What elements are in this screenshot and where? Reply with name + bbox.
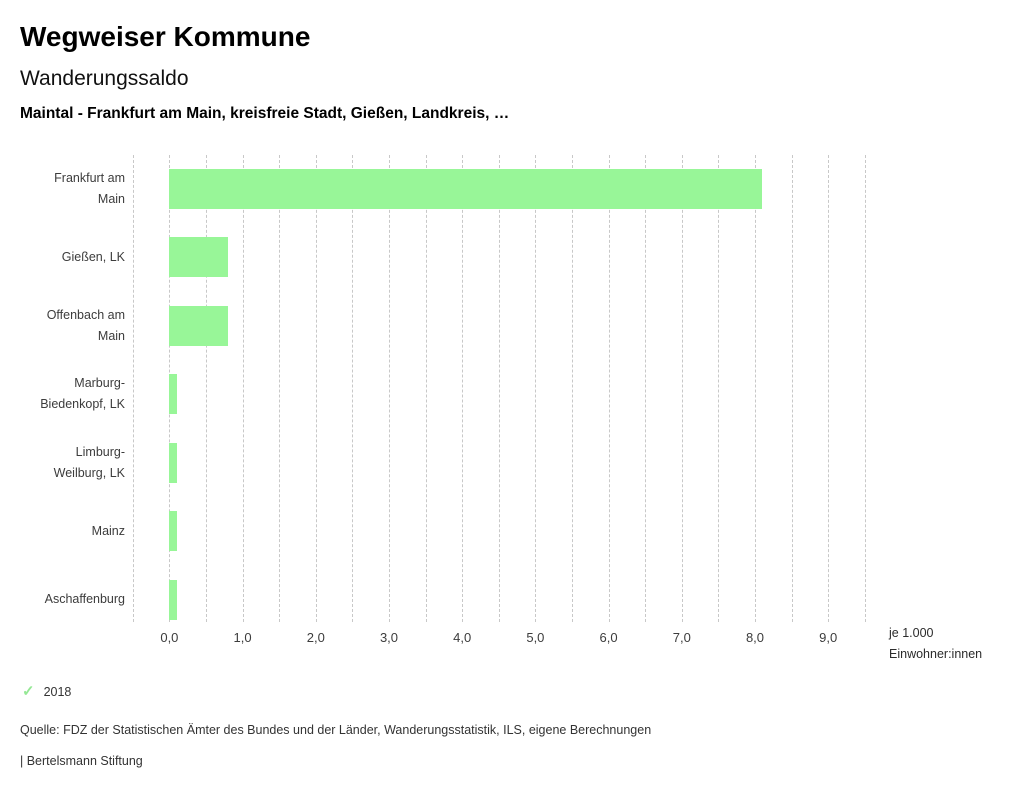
gridline — [315, 155, 317, 622]
bar-aschaffenburg[interactable] — [169, 579, 177, 620]
bar-frankfurt-am-main[interactable] — [169, 168, 763, 209]
gridline — [352, 155, 354, 622]
y-axis-label: Offenbach am Main — [0, 305, 125, 347]
app-title: Wegweiser Kommune — [20, 21, 311, 52]
y-axis-label-line: Main — [97, 328, 125, 343]
x-axis-unit-line-1: je 1.000 — [889, 626, 934, 640]
gridline — [462, 155, 464, 622]
gridline — [242, 155, 244, 622]
x-axis-tick-label: 4,0 — [453, 630, 472, 645]
x-axis-tick-label: 1,0 — [233, 630, 252, 645]
y-axis-label: Gießen, LK — [0, 247, 125, 268]
bar-gie-en-lk[interactable] — [169, 237, 228, 278]
y-axis-label-line: Weilburg, LK — [53, 465, 125, 480]
gridline — [498, 155, 500, 622]
gridline — [206, 155, 207, 622]
x-axis-tick-label: 0,0 — [160, 630, 179, 645]
y-axis-label-line: Marburg- — [74, 376, 125, 391]
y-axis-label: Frankfurt am Main — [0, 168, 125, 210]
y-axis-label-line: Frankfurt am — [54, 170, 125, 185]
gridline — [279, 155, 281, 622]
x-axis-tick-label: 8,0 — [745, 630, 765, 645]
y-axis-label-line: Aschaffenburg — [44, 592, 125, 607]
gridline — [132, 155, 134, 622]
legend-year-label: 2018 — [43, 684, 72, 699]
y-axis-label-line: Limburg- — [75, 444, 125, 459]
gridline — [425, 155, 427, 622]
x-axis-tick-label: 3,0 — [379, 630, 399, 645]
bar-mainz[interactable] — [169, 511, 177, 552]
x-axis-tick-label: 7,0 — [672, 630, 691, 645]
gridline — [755, 155, 756, 622]
chart-title: Wanderungssaldo — [20, 67, 189, 90]
x-axis-tick-label: 9,0 — [819, 630, 838, 645]
bar-marburg-biedenkopf-lk[interactable] — [169, 374, 177, 415]
x-axis-tick-label: 6,0 — [599, 630, 618, 645]
gridline — [572, 155, 573, 622]
branding-label: | Bertelsmann Stiftung — [20, 754, 143, 768]
y-axis-label-line: Mainz — [91, 523, 125, 538]
bar-limburg-weilburg-lk[interactable] — [169, 442, 177, 483]
legend-item-2018[interactable]: ✓ 2018 — [22, 684, 71, 699]
y-axis-label: Mainz — [0, 521, 125, 542]
y-axis-label: Aschaffenburg — [0, 589, 125, 610]
x-axis-unit-line-2: Einwohner:innen — [889, 647, 983, 661]
gridline — [645, 155, 647, 622]
y-axis-label-line: Main — [97, 191, 125, 206]
chart-selection-subtitle: Maintal - Frankfurt am Main, kreisfreie … — [20, 105, 510, 122]
gridline — [828, 155, 830, 622]
gridline — [389, 155, 390, 622]
y-axis-label: Limburg- Weilburg, LK — [0, 442, 125, 484]
y-axis-label-line: Biedenkopf, LK — [40, 397, 125, 412]
x-axis-tick-label: 2,0 — [306, 630, 325, 645]
y-axis-label: Marburg- Biedenkopf, LK — [0, 373, 125, 415]
gridline — [864, 155, 866, 622]
source-attribution: Quelle: FDZ der Statistischen Ämter des … — [20, 723, 652, 737]
x-axis-tick-label: 5,0 — [526, 630, 545, 645]
gridline — [535, 155, 537, 622]
x-axis-unit-label: je 1.000 Einwohner:innen — [889, 623, 982, 665]
bar-offenbach-am-main[interactable] — [169, 305, 228, 346]
gridline — [608, 155, 610, 622]
gridline — [718, 155, 720, 622]
y-axis-label-line: Gießen, LK — [61, 249, 125, 264]
gridline — [681, 155, 683, 622]
checkmark-icon: ✓ — [22, 683, 35, 700]
gridline — [791, 155, 793, 622]
y-axis-label-line: Offenbach am — [46, 307, 125, 322]
